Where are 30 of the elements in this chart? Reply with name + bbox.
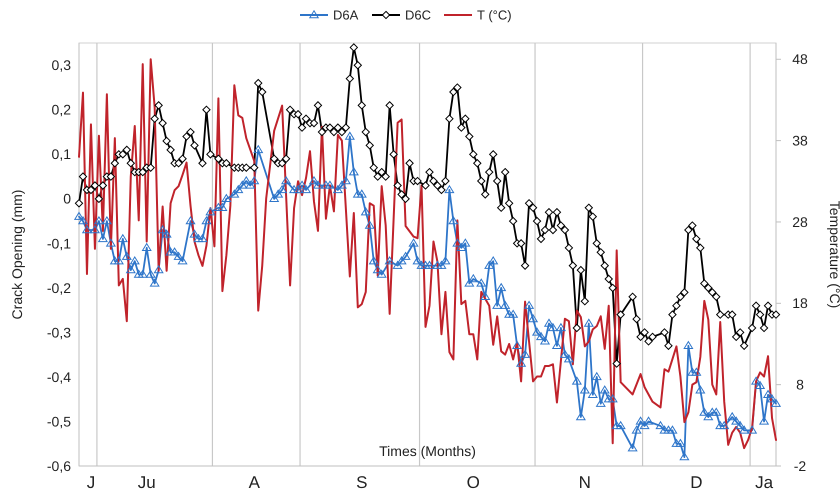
y2-tick-label: 48 bbox=[792, 51, 808, 68]
y2-tick-label: 38 bbox=[792, 132, 808, 149]
y2-tick-label: 28 bbox=[792, 214, 808, 230]
y2-tick-label: 8 bbox=[796, 376, 804, 393]
x-tick-label: J bbox=[86, 473, 96, 492]
y-tick-label: -0,1 bbox=[46, 235, 72, 252]
y-tick-label: 0,3 bbox=[52, 57, 72, 74]
x-tick-label: N bbox=[578, 473, 591, 492]
x-tick-label: Ja bbox=[755, 473, 774, 492]
y-tick-label: -0,6 bbox=[46, 458, 72, 474]
x-tick-label: Ju bbox=[138, 473, 156, 492]
y2-tick-label: 18 bbox=[792, 295, 808, 312]
y-tick-label: 0,2 bbox=[52, 102, 72, 118]
legend-label: T (°C) bbox=[477, 8, 512, 23]
y2-axis-title: Temperature (°C) bbox=[827, 200, 840, 308]
x-tick-label: S bbox=[356, 473, 368, 492]
y-tick-label: 0 bbox=[63, 190, 72, 207]
y-axis-title: Crack Opening (mm) bbox=[9, 190, 25, 320]
x-axis-title: Times (Months) bbox=[379, 443, 476, 459]
y-tick-label: -0,3 bbox=[46, 324, 72, 340]
y-tick-label: -0,4 bbox=[46, 368, 72, 385]
y-tick-label: 0,1 bbox=[52, 146, 72, 162]
y-tick-label: -0,2 bbox=[46, 280, 72, 296]
legend-label: D6C bbox=[405, 8, 432, 23]
x-tick-label: D bbox=[690, 473, 702, 492]
x-tick-label: A bbox=[248, 473, 261, 492]
y2-tick-label: -2 bbox=[794, 458, 806, 474]
y-tick-label: -0,5 bbox=[46, 413, 72, 430]
legend-label: D6A bbox=[333, 8, 359, 23]
x-tick-label: O bbox=[466, 473, 480, 492]
